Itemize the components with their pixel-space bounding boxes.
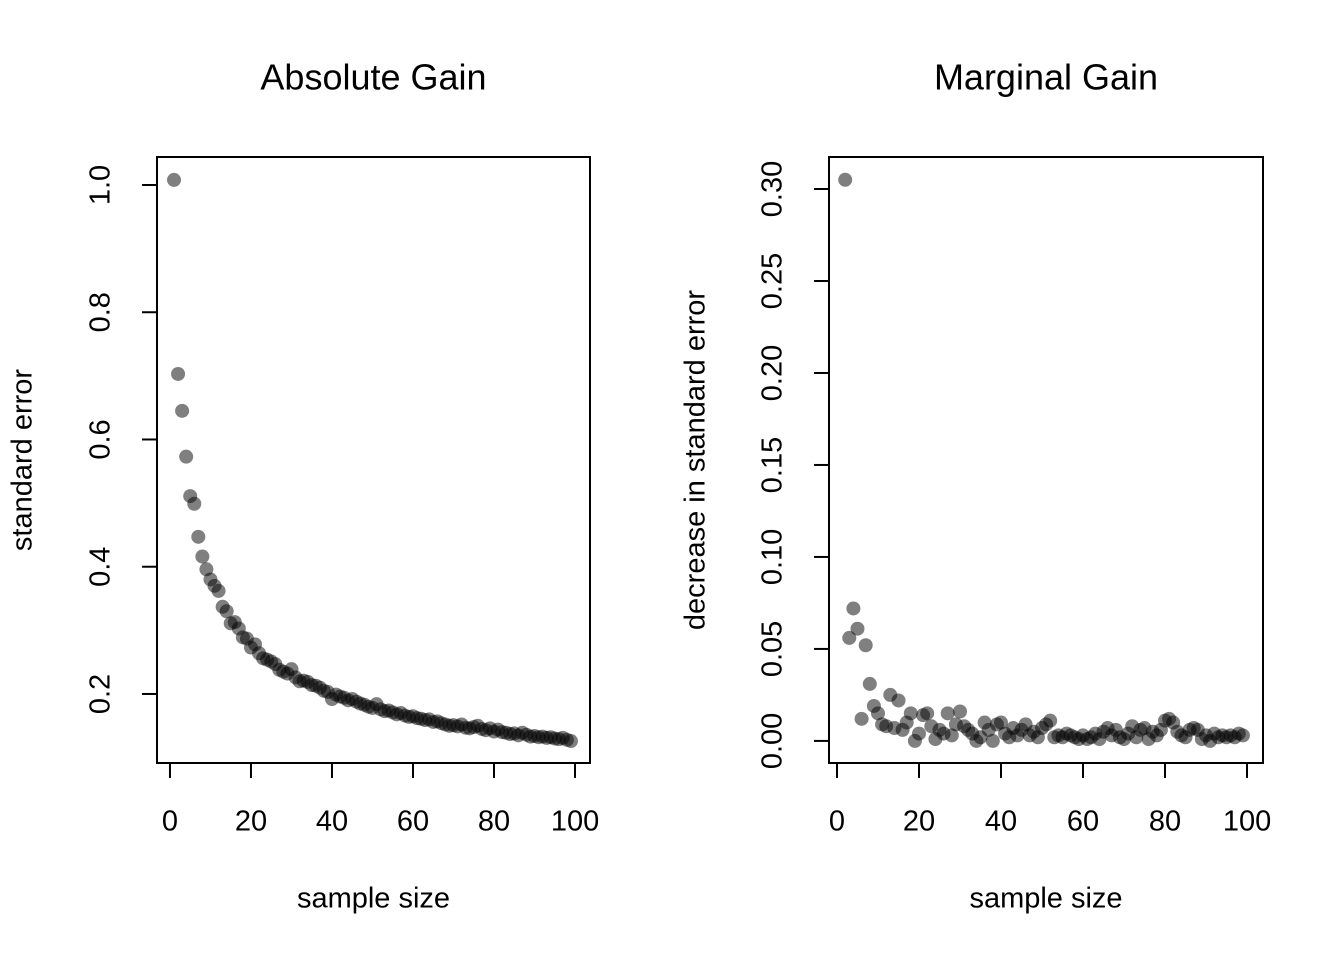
point: [1043, 713, 1058, 728]
y-tick-label: 0.4: [85, 547, 117, 587]
point: [850, 621, 865, 636]
x-tick-label: 20: [235, 806, 267, 838]
y-tick-label: 0.25: [757, 253, 789, 309]
point: [175, 403, 190, 418]
y-tick-label: 0.8: [85, 292, 117, 332]
y-axis-label: standard error: [7, 369, 39, 551]
x-tick-label: 0: [162, 806, 178, 838]
y-axis-label: decrease in standard error: [680, 290, 712, 630]
x-tick-label: 60: [397, 806, 429, 838]
x-tick-label: 40: [316, 806, 348, 838]
x-tick-label: 60: [1067, 806, 1099, 838]
point: [191, 529, 206, 544]
x-tick-label: 80: [1149, 806, 1181, 838]
y-tick-label: 1.0: [85, 165, 117, 205]
x-tick-label: 80: [478, 806, 510, 838]
point: [846, 601, 861, 616]
point: [563, 734, 578, 749]
y-tick-label: 0.15: [757, 437, 789, 493]
point: [994, 715, 1009, 730]
point: [870, 706, 885, 721]
point: [854, 711, 869, 726]
point: [891, 693, 906, 708]
y-tick-label: 0.30: [757, 161, 789, 217]
y-tick-label: 0.20: [757, 345, 789, 401]
point: [920, 706, 935, 721]
y-tick-label: 0.10: [757, 529, 789, 585]
point: [862, 676, 877, 691]
point: [952, 704, 967, 719]
point: [211, 583, 226, 598]
point: [911, 726, 926, 741]
point: [219, 604, 234, 619]
point: [838, 172, 853, 187]
x-axis-label: sample size: [297, 883, 450, 915]
chart-title: Marginal Gain: [934, 57, 1158, 98]
y-tick-label: 0.6: [85, 419, 117, 459]
y-tick-label: 0.05: [757, 621, 789, 677]
point: [171, 366, 186, 381]
x-tick-label: 100: [1223, 806, 1271, 838]
y-tick-label: 0.2: [85, 674, 117, 714]
point: [187, 496, 202, 511]
point: [167, 172, 182, 187]
point: [179, 449, 194, 464]
point: [985, 733, 1000, 748]
plot-frame: [156, 156, 591, 764]
point: [903, 706, 918, 721]
x-axis-label: sample size: [969, 883, 1122, 915]
x-tick-label: 0: [829, 806, 845, 838]
point: [1235, 728, 1250, 743]
point: [195, 549, 210, 564]
point: [858, 638, 873, 653]
plot-frame: [828, 156, 1264, 764]
x-tick-label: 100: [551, 806, 599, 838]
y-tick-label: 0.00: [757, 713, 789, 769]
chart-title: Absolute Gain: [260, 57, 486, 98]
point: [842, 630, 857, 645]
point: [940, 706, 955, 721]
x-tick-label: 40: [985, 806, 1017, 838]
point: [944, 728, 959, 743]
x-tick-label: 20: [903, 806, 935, 838]
